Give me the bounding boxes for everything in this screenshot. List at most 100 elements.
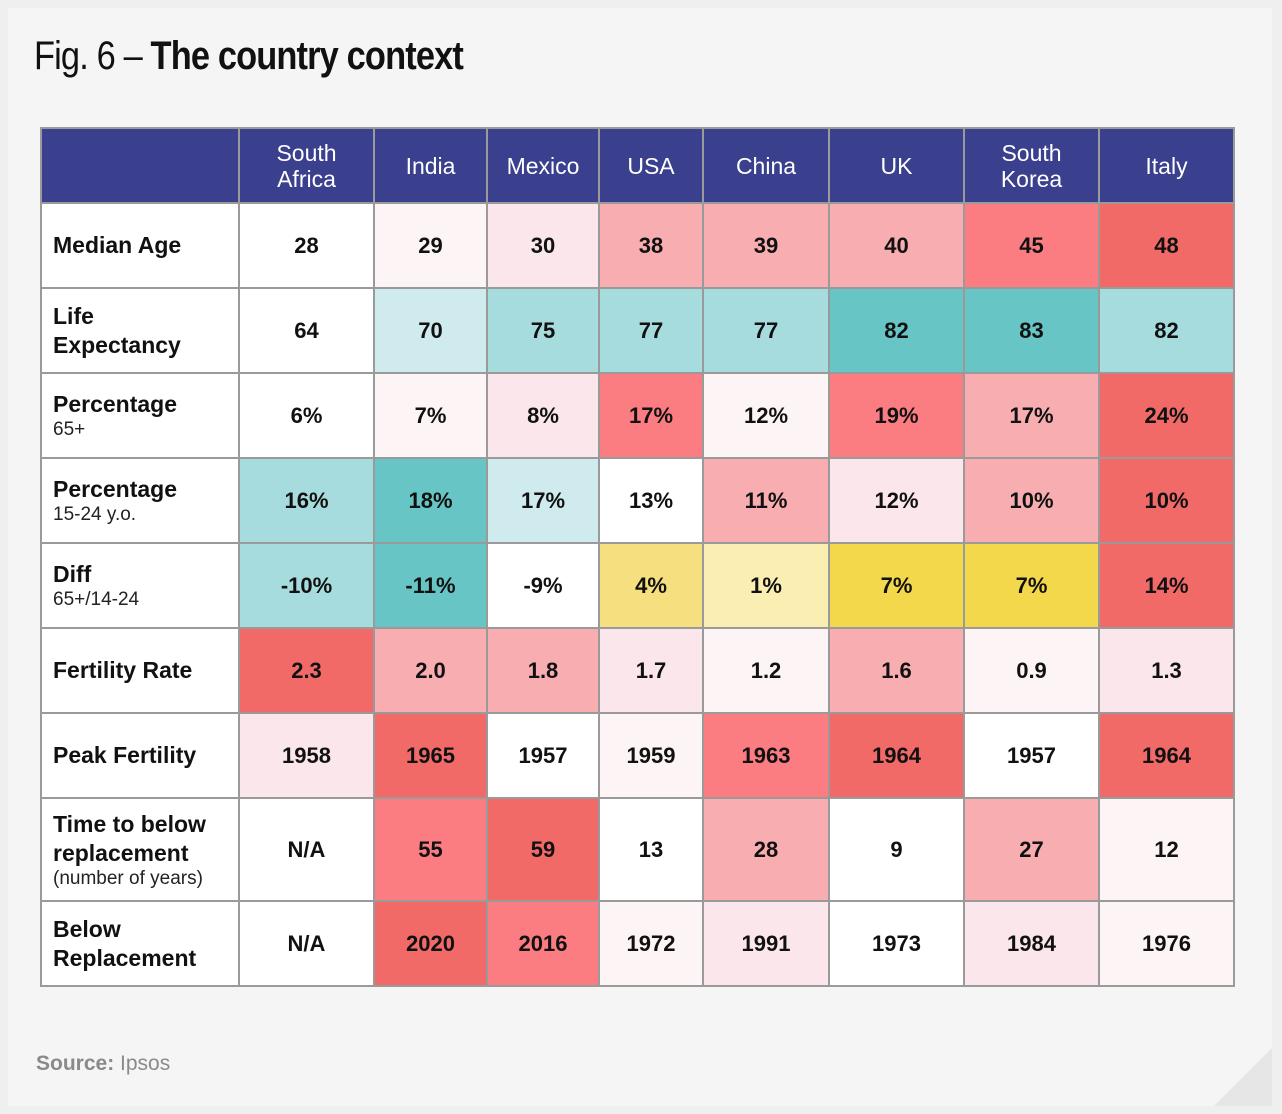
row-label: Fertility Rate: [40, 627, 240, 714]
data-cell: 2016: [486, 900, 600, 987]
data-cell: 30: [486, 202, 600, 289]
data-cell: 1963: [702, 712, 830, 799]
data-cell: 17%: [486, 457, 600, 544]
column-header: UK: [828, 127, 965, 204]
data-cell: -10%: [238, 542, 375, 629]
data-cell: 59: [486, 797, 600, 902]
data-cell: 75: [486, 287, 600, 374]
row-label: Diff 65+/14-24: [40, 542, 240, 629]
data-cell: 45: [963, 202, 1100, 289]
row-label: Percentage 65+: [40, 372, 240, 459]
data-cell: 70: [373, 287, 488, 374]
data-cell: 13%: [598, 457, 704, 544]
data-cell: 9: [828, 797, 965, 902]
data-cell: 1957: [486, 712, 600, 799]
data-cell: N/A: [238, 900, 375, 987]
data-cell: 13: [598, 797, 704, 902]
table-row: Below Replacement N/A 2020 2016 1972 1991 1973 1…: [40, 900, 1235, 987]
row-label: Median Age: [40, 202, 240, 289]
data-cell: -9%: [486, 542, 600, 629]
table-row: Fertility Rate 2.3 2.0 1.8 1.7 1.2 1.6 0.9 1.3: [40, 627, 1235, 714]
data-cell: 77: [598, 287, 704, 374]
data-cell: 28: [702, 797, 830, 902]
header-corner-cell: [40, 127, 240, 204]
row-label-text: Below Replacement: [53, 915, 197, 971]
column-header: Mexico: [486, 127, 600, 204]
data-cell: 40: [828, 202, 965, 289]
data-cell: 8%: [486, 372, 600, 459]
data-cell: 12: [1098, 797, 1235, 902]
data-cell: 6%: [238, 372, 375, 459]
data-cell: 1991: [702, 900, 830, 987]
row-sublabel: 65+/14-24: [53, 589, 140, 610]
row-label-text: Life Expectancy: [53, 302, 181, 358]
figure-title-bold: The country context: [150, 34, 464, 78]
row-sublabel: 15-24 y.o.: [53, 504, 137, 525]
page-curl-corner: [1214, 1048, 1272, 1106]
data-cell: 1965: [373, 712, 488, 799]
data-cell: 1%: [702, 542, 830, 629]
data-cell: 1.3: [1098, 627, 1235, 714]
row-label: Time to below replacement (number of years…: [40, 797, 240, 902]
figure-title: Fig. 6 – The country context: [34, 34, 464, 79]
data-cell: 1.8: [486, 627, 600, 714]
header-row: South Africa India Mexico USA China UK South Kor…: [40, 127, 1235, 204]
data-cell: 1959: [598, 712, 704, 799]
row-label-text: Diff: [53, 561, 92, 587]
data-cell: 82: [828, 287, 965, 374]
data-cell: 82: [1098, 287, 1235, 374]
column-header: South Korea: [963, 127, 1100, 204]
data-cell: 29: [373, 202, 488, 289]
data-cell: 17%: [598, 372, 704, 459]
table-body: Median Age 28 29 30 38 39 40 45 48 Life Expectancy…: [40, 202, 1235, 987]
row-label-text: Time to below replacement: [53, 810, 206, 866]
data-cell: 17%: [963, 372, 1100, 459]
row-label-text: Peak Fertility: [53, 742, 197, 768]
data-cell: 0.9: [963, 627, 1100, 714]
data-cell: 55: [373, 797, 488, 902]
data-cell: 1957: [963, 712, 1100, 799]
row-sublabel: (number of years): [53, 867, 203, 889]
table-row: Peak Fertility 1958 1965 1957 1959 1963 1964 19…: [40, 712, 1235, 799]
data-cell: 1964: [1098, 712, 1235, 799]
column-header: South Africa: [238, 127, 375, 204]
data-cell: 10%: [1098, 457, 1235, 544]
data-cell: 18%: [373, 457, 488, 544]
data-cell: -11%: [373, 542, 488, 629]
table-row: Percentage 65+ 6% 7% 8% 17% 12% 19% 17% 24%: [40, 372, 1235, 459]
row-label: Life Expectancy: [40, 287, 240, 374]
data-cell: 12%: [702, 372, 830, 459]
row-label-text: Fertility Rate: [53, 657, 193, 683]
country-context-table: South Africa India Mexico USA China UK South Kor…: [40, 127, 1235, 987]
row-sublabel: 65+: [53, 419, 86, 440]
column-header: Italy: [1098, 127, 1235, 204]
data-cell: 1984: [963, 900, 1100, 987]
table-row: Percentage 15-24 y.o. 16% 18% 17% 13% 11% 12% 10…: [40, 457, 1235, 544]
data-cell: 7%: [828, 542, 965, 629]
table-row: Time to below replacement (number of years…: [40, 797, 1235, 902]
data-cell: 2020: [373, 900, 488, 987]
source-value: Ipsos: [120, 1052, 171, 1075]
column-header: China: [702, 127, 830, 204]
data-cell: 14%: [1098, 542, 1235, 629]
figure-title-prefix: Fig. 6 –: [34, 34, 151, 78]
data-cell: 10%: [963, 457, 1100, 544]
data-cell: 1973: [828, 900, 965, 987]
table-row: Life Expectancy 64 70 75 77 77 82 83 82: [40, 287, 1235, 374]
data-cell: 39: [702, 202, 830, 289]
data-cell: N/A: [238, 797, 375, 902]
data-cell: 77: [702, 287, 830, 374]
data-cell: 11%: [702, 457, 830, 544]
data-cell: 1.6: [828, 627, 965, 714]
data-cell: 19%: [828, 372, 965, 459]
data-cell: 2.3: [238, 627, 375, 714]
data-cell: 16%: [238, 457, 375, 544]
data-cell: 2.0: [373, 627, 488, 714]
data-cell: 1958: [238, 712, 375, 799]
column-header: India: [373, 127, 488, 204]
row-label: Percentage 15-24 y.o.: [40, 457, 240, 544]
data-cell: 1972: [598, 900, 704, 987]
row-label: Peak Fertility: [40, 712, 240, 799]
data-cell: 7%: [963, 542, 1100, 629]
data-cell: 24%: [1098, 372, 1235, 459]
